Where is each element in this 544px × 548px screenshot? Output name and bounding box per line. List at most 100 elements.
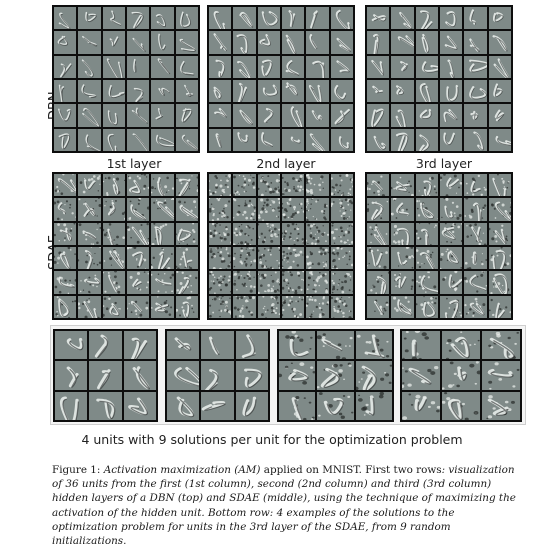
- feature-tile: [78, 198, 100, 220]
- figure-caption: Figure 1: Activation maximization (AM) a…: [52, 463, 522, 548]
- feature-tile: [464, 223, 486, 245]
- feature-tile: [151, 104, 173, 126]
- feature-tile: [356, 361, 392, 389]
- feature-tile: [176, 296, 198, 318]
- feature-tile: [416, 7, 438, 29]
- feature-tile: [356, 331, 392, 359]
- feature-tile: [282, 31, 304, 53]
- feature-tile: [331, 80, 353, 102]
- feature-tile: [367, 223, 389, 245]
- feature-tile: [167, 361, 199, 389]
- feature-tile: [127, 80, 149, 102]
- feature-tile: [416, 223, 438, 245]
- feature-tile: [442, 331, 480, 359]
- feature-tile: [416, 271, 438, 293]
- feature-tile: [464, 7, 486, 29]
- feature-tile: [176, 223, 198, 245]
- feature-tile: [167, 392, 199, 420]
- sdae-layer3-panel: [365, 172, 513, 320]
- feature-tile: [306, 80, 328, 102]
- feature-tile: [103, 247, 125, 269]
- feature-tile: [416, 296, 438, 318]
- feature-tile: [367, 31, 389, 53]
- feature-tile: [391, 296, 413, 318]
- feature-tile: [233, 7, 255, 29]
- feature-tile: [306, 174, 328, 196]
- feature-tile: [176, 129, 198, 151]
- feature-tile: [209, 104, 231, 126]
- figure-caption-label: Figure 1:: [52, 464, 100, 476]
- feature-tile: [127, 174, 149, 196]
- feature-tile: [402, 331, 440, 359]
- feature-tile: [489, 223, 511, 245]
- feature-tile: [391, 7, 413, 29]
- feature-tile: [258, 7, 280, 29]
- feature-tile: [482, 361, 520, 389]
- feature-tile: [258, 271, 280, 293]
- feature-tile: [103, 129, 125, 151]
- feature-tile: [103, 7, 125, 29]
- feature-tile: [209, 198, 231, 220]
- feature-tile: [54, 56, 76, 78]
- feature-tile: [78, 104, 100, 126]
- feature-tile: [282, 247, 304, 269]
- feature-tile: [306, 129, 328, 151]
- feature-tile: [282, 223, 304, 245]
- feature-tile: [151, 247, 173, 269]
- feature-tile: [176, 104, 198, 126]
- feature-tile: [258, 296, 280, 318]
- feature-tile: [103, 104, 125, 126]
- feature-tile: [201, 361, 233, 389]
- feature-tile: [151, 56, 173, 78]
- feature-tile: [258, 247, 280, 269]
- feature-tile: [55, 392, 87, 420]
- feature-tile: [258, 31, 280, 53]
- feature-tile: [279, 392, 315, 420]
- feature-tile: [127, 198, 149, 220]
- feature-tile: [151, 296, 173, 318]
- feature-tile: [317, 331, 353, 359]
- feature-tile: [233, 247, 255, 269]
- feature-tile: [367, 56, 389, 78]
- feature-tile: [317, 392, 353, 420]
- sdae-layer2-panel: [207, 172, 355, 320]
- feature-tile: [127, 7, 149, 29]
- feature-tile: [331, 31, 353, 53]
- feature-tile: [176, 198, 198, 220]
- feature-tile: [103, 296, 125, 318]
- feature-tile: [391, 56, 413, 78]
- feature-tile: [176, 174, 198, 196]
- feature-tile: [258, 104, 280, 126]
- feature-tile: [258, 80, 280, 102]
- feature-tile: [282, 174, 304, 196]
- figure-caption-part2: applied on MNIST. First two rows: [260, 464, 441, 476]
- feature-tile: [306, 56, 328, 78]
- feature-tile: [151, 7, 173, 29]
- feature-tile: [103, 271, 125, 293]
- feature-tile: [54, 174, 76, 196]
- feature-tile: [258, 198, 280, 220]
- column-label-1st-layer: 1st layer: [54, 156, 214, 171]
- feature-tile: [331, 247, 353, 269]
- feature-tile: [489, 198, 511, 220]
- feature-tile: [54, 80, 76, 102]
- feature-tile: [236, 331, 268, 359]
- feature-tile: [282, 7, 304, 29]
- feature-tile: [209, 223, 231, 245]
- feature-tile: [176, 56, 198, 78]
- feature-tile: [367, 271, 389, 293]
- feature-tile: [176, 31, 198, 53]
- feature-tile: [416, 31, 438, 53]
- feature-tile: [103, 223, 125, 245]
- feature-tile: [489, 56, 511, 78]
- column-label-2nd-layer: 2nd layer: [206, 156, 366, 171]
- feature-tile: [78, 7, 100, 29]
- feature-tile: [489, 80, 511, 102]
- feature-tile: [317, 361, 353, 389]
- feature-tile: [236, 392, 268, 420]
- feature-tile: [54, 198, 76, 220]
- feature-tile: [391, 223, 413, 245]
- feature-tile: [331, 296, 353, 318]
- feature-tile: [89, 331, 121, 359]
- dbn-layer1-panel: [52, 5, 200, 153]
